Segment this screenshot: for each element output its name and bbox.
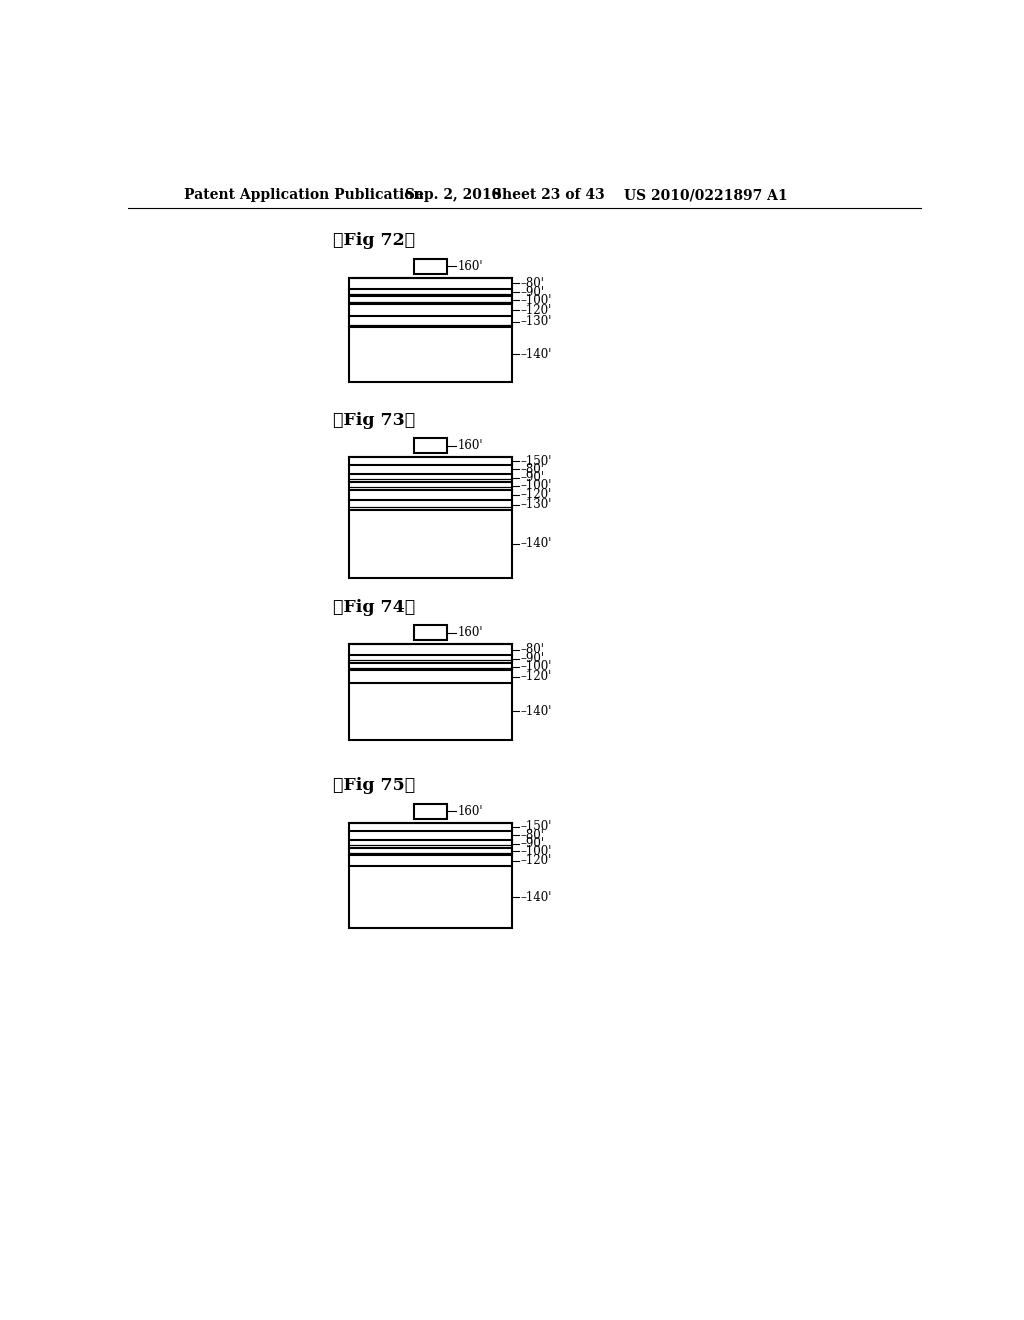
Text: –130': –130' [521,499,552,511]
Text: –90': –90' [521,471,545,484]
Text: –120': –120' [521,854,552,867]
Text: –80': –80' [521,829,545,842]
Text: 【Fig 74】: 【Fig 74】 [333,599,415,616]
Bar [349,822,512,928]
Text: 【Fig 72】: 【Fig 72】 [333,232,415,249]
Text: –100': –100' [521,479,552,492]
Text: –100': –100' [521,660,552,673]
Bar [414,259,446,275]
Bar [349,457,512,578]
Text: –80': –80' [521,463,545,477]
Text: –150': –150' [521,454,552,467]
Text: 160': 160' [458,626,483,639]
Text: 160': 160' [458,440,483,453]
Text: –80': –80' [521,277,545,289]
Text: –120': –120' [521,488,552,502]
Bar [349,277,512,381]
Text: 160': 160' [458,260,483,273]
Text: –90': –90' [521,837,545,850]
Bar [414,804,446,818]
Text: US 2010/0221897 A1: US 2010/0221897 A1 [624,189,787,202]
Text: Sep. 2, 2010: Sep. 2, 2010 [406,189,502,202]
Bar [414,438,446,453]
Text: Patent Application Publication: Patent Application Publication [183,189,424,202]
Text: –80': –80' [521,643,545,656]
Text: 160': 160' [458,805,483,818]
Text: –130': –130' [521,315,552,329]
Text: –120': –120' [521,304,552,317]
Text: –120': –120' [521,671,552,684]
Text: –140': –140' [521,705,552,718]
Text: –90': –90' [521,286,545,298]
Text: 【Fig 73】: 【Fig 73】 [333,412,415,429]
Text: –100': –100' [521,293,552,306]
Text: Sheet 23 of 43: Sheet 23 of 43 [493,189,605,202]
Text: –150': –150' [521,820,552,833]
Text: –90': –90' [521,652,545,665]
Text: –140': –140' [521,348,552,360]
Text: –140': –140' [521,537,552,550]
Text: –100': –100' [521,845,552,858]
Bar [349,644,512,739]
Text: –140': –140' [521,891,552,904]
Bar [414,626,446,640]
Text: 【Fig 75】: 【Fig 75】 [333,777,415,795]
